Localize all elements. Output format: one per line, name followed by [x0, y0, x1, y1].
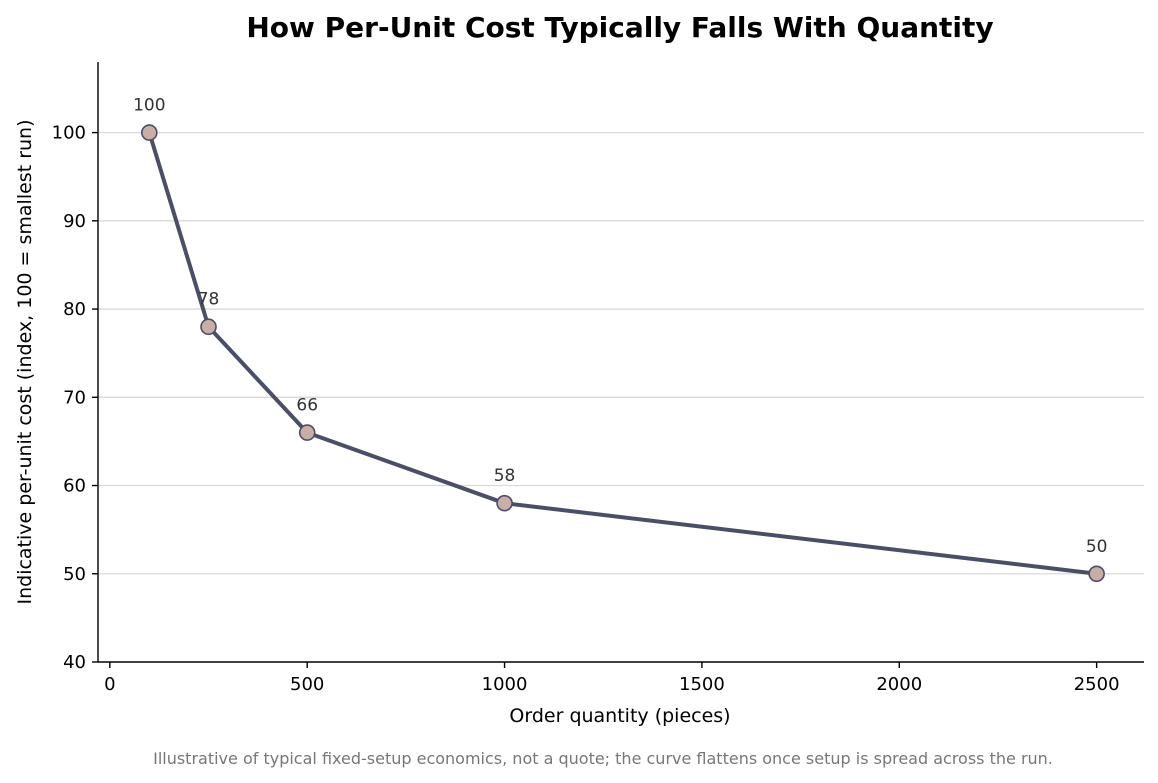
- data-label: 100: [133, 96, 165, 116]
- data-point: [141, 124, 158, 141]
- data-point: [1088, 565, 1105, 583]
- y-tick-label: 40: [63, 652, 86, 673]
- y-tick-label: 60: [63, 476, 86, 497]
- data-label: 50: [1086, 537, 1108, 557]
- x-tick-label: 1500: [679, 674, 725, 695]
- data-series: [141, 124, 1105, 583]
- chart-footnote: Illustrative of typical fixed-setup econ…: [153, 749, 1053, 768]
- series-line: [147, 130, 1099, 576]
- data-labels: 100 78 66 58 50: [133, 96, 1107, 557]
- y-tick-label: 90: [63, 211, 86, 232]
- y-tick-label: 100: [52, 123, 86, 144]
- data-label: 58: [494, 466, 516, 486]
- chart-title: How Per-Unit Cost Typically Falls With Q…: [246, 11, 993, 44]
- x-axis-label: Order quantity (pieces): [509, 705, 730, 727]
- x-tick-label: 0: [104, 674, 115, 695]
- y-tick-label: 70: [63, 387, 86, 408]
- x-tick-label: 2500: [1074, 674, 1120, 695]
- data-point: [496, 494, 513, 512]
- x-tick-label: 500: [290, 674, 324, 695]
- x-tick-label: 2000: [876, 674, 922, 695]
- y-tick-label: 50: [63, 564, 86, 585]
- data-point: [298, 424, 316, 441]
- data-label: 66: [296, 396, 318, 416]
- data-point: [200, 318, 217, 336]
- data-label: 78: [198, 290, 220, 310]
- x-tick-label: 1000: [482, 674, 528, 695]
- y-axis-label: Indicative per-unit cost (index, 100 = s…: [14, 119, 36, 604]
- axes: [92, 62, 1144, 668]
- gridlines: [98, 131, 1144, 575]
- y-tick-label: 80: [63, 299, 86, 320]
